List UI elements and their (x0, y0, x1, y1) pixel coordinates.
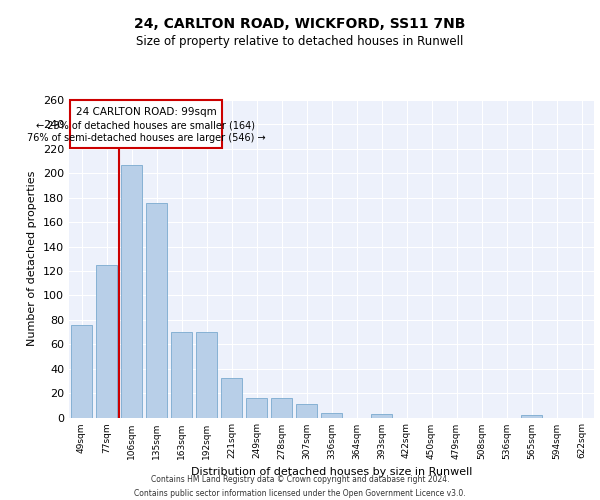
Bar (221, 378, 242, 418)
Text: 76% of semi-detached houses are larger (546) →: 76% of semi-detached houses are larger (… (26, 133, 265, 143)
Bar (146, 202, 167, 418)
Text: ← 23% of detached houses are smaller (164): ← 23% of detached houses are smaller (16… (37, 121, 256, 131)
Bar (296, 404, 317, 417)
Bar (371, 414, 392, 418)
Bar (246, 398, 267, 417)
Bar (271, 398, 292, 417)
Text: Contains HM Land Registry data © Crown copyright and database right 2024.
Contai: Contains HM Land Registry data © Crown c… (134, 476, 466, 498)
Bar (321, 412, 342, 418)
X-axis label: Distribution of detached houses by size in Runwell: Distribution of detached houses by size … (191, 467, 472, 477)
Bar (171, 332, 192, 418)
Bar (71, 324, 92, 418)
Y-axis label: Number of detached properties: Number of detached properties (28, 171, 37, 346)
Bar (521, 415, 542, 418)
Text: Size of property relative to detached houses in Runwell: Size of property relative to detached ho… (136, 35, 464, 48)
Text: 24 CARLTON ROAD: 99sqm: 24 CARLTON ROAD: 99sqm (76, 108, 216, 118)
Bar (196, 332, 217, 418)
FancyBboxPatch shape (70, 100, 221, 148)
Bar (121, 164, 142, 418)
Bar (96, 265, 117, 418)
Text: 24, CARLTON ROAD, WICKFORD, SS11 7NB: 24, CARLTON ROAD, WICKFORD, SS11 7NB (134, 18, 466, 32)
